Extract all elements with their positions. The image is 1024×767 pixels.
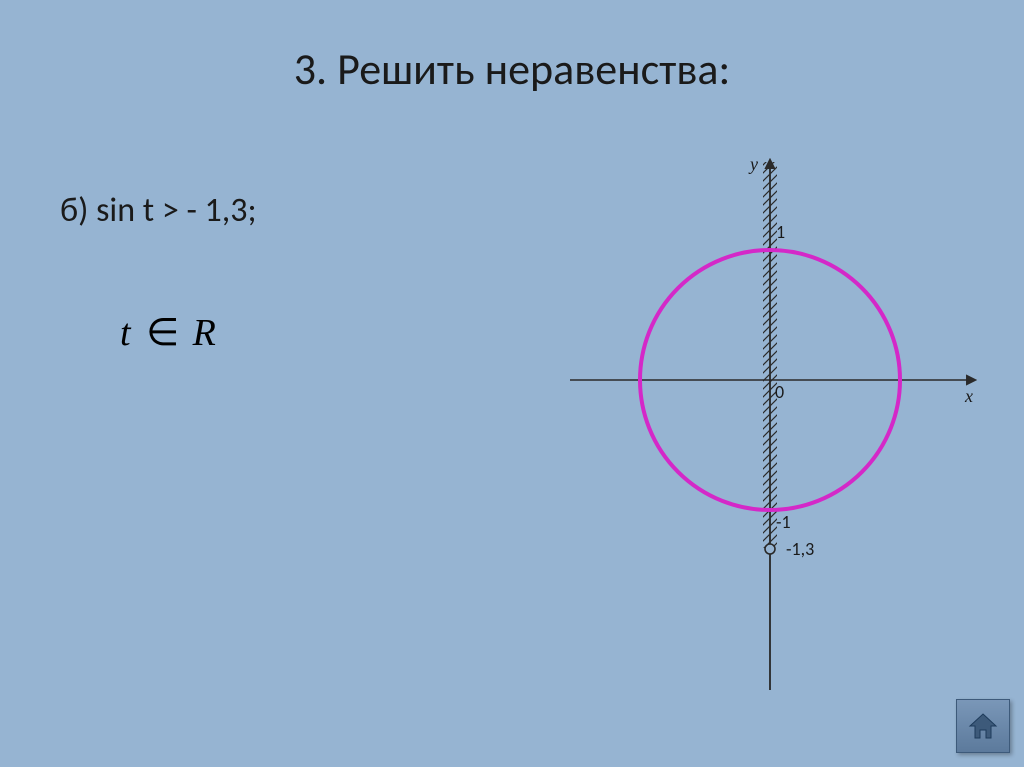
svg-text:-1,3: -1,3 xyxy=(786,538,814,560)
answer-expression: t ∈ R xyxy=(120,310,216,355)
answer-t: t xyxy=(120,312,131,354)
home-icon xyxy=(966,709,1000,743)
slide-title-text: 3. Решить неравенства: xyxy=(294,42,731,96)
svg-text:y: y xyxy=(748,154,758,174)
svg-text:-1: -1 xyxy=(776,511,791,533)
home-button[interactable] xyxy=(956,699,1010,753)
slide: 3. Решить неравенства: б) sin t > - 1,3;… xyxy=(0,0,1024,767)
svg-text:0: 0 xyxy=(775,381,784,403)
slide-title: 3. Решить неравенства: xyxy=(0,42,1024,96)
svg-text:x: x xyxy=(964,386,973,406)
problem-text: б) sin t > - 1,3; xyxy=(60,190,257,231)
answer-in: ∈ xyxy=(146,312,179,354)
problem-statement: б) sin t > - 1,3; xyxy=(60,190,257,231)
diagram-svg: x y 0 1 -1 -1,3 xyxy=(570,150,990,710)
answer-R: R xyxy=(193,312,216,354)
unit-circle-diagram: x y 0 1 -1 -1,3 xyxy=(570,150,990,710)
svg-text:1: 1 xyxy=(776,221,785,243)
